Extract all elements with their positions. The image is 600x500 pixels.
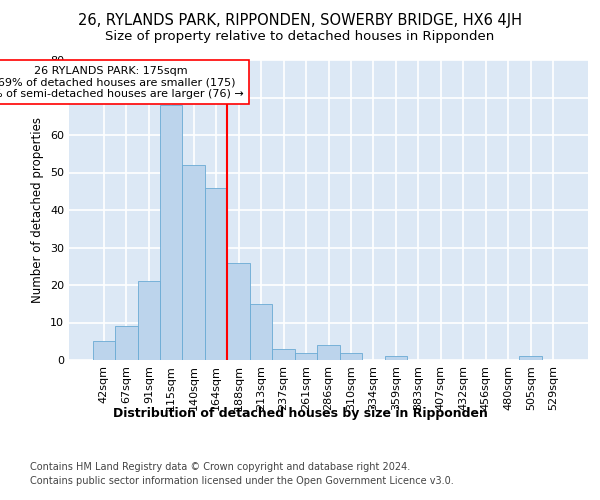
Text: 26 RYLANDS PARK: 175sqm
← 69% of detached houses are smaller (175)
30% of semi-d: 26 RYLANDS PARK: 175sqm ← 69% of detache…	[0, 66, 244, 99]
Bar	[385, 356, 407, 360]
Bar	[317, 345, 340, 360]
Bar	[295, 352, 317, 360]
Bar	[272, 349, 295, 360]
Bar	[340, 352, 362, 360]
Bar	[250, 304, 272, 360]
Bar	[520, 356, 542, 360]
Bar	[115, 326, 137, 360]
Text: Contains HM Land Registry data © Crown copyright and database right 2024.: Contains HM Land Registry data © Crown c…	[30, 462, 410, 472]
Text: Distribution of detached houses by size in Ripponden: Distribution of detached houses by size …	[113, 408, 487, 420]
Text: Size of property relative to detached houses in Ripponden: Size of property relative to detached ho…	[106, 30, 494, 43]
Bar	[205, 188, 227, 360]
Text: Contains public sector information licensed under the Open Government Licence v3: Contains public sector information licen…	[30, 476, 454, 486]
Bar	[137, 281, 160, 360]
Text: 26, RYLANDS PARK, RIPPONDEN, SOWERBY BRIDGE, HX6 4JH: 26, RYLANDS PARK, RIPPONDEN, SOWERBY BRI…	[78, 12, 522, 28]
Bar	[160, 105, 182, 360]
Bar	[92, 341, 115, 360]
Bar	[182, 165, 205, 360]
Y-axis label: Number of detached properties: Number of detached properties	[31, 117, 44, 303]
Bar	[227, 262, 250, 360]
